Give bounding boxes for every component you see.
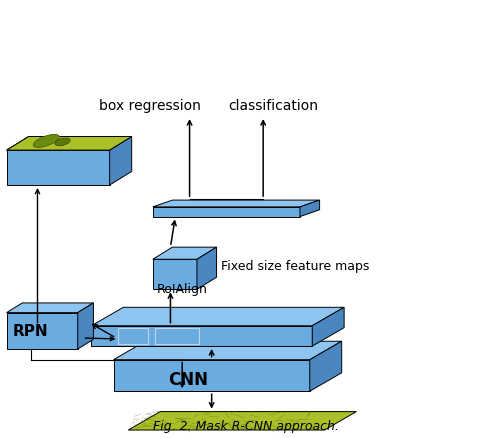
Polygon shape xyxy=(92,307,344,326)
Polygon shape xyxy=(153,259,197,290)
Polygon shape xyxy=(110,137,132,185)
Polygon shape xyxy=(114,341,341,360)
Text: classification: classification xyxy=(228,99,318,113)
Polygon shape xyxy=(6,137,132,150)
Polygon shape xyxy=(92,326,312,346)
Polygon shape xyxy=(153,207,300,216)
Text: RPN: RPN xyxy=(12,324,48,339)
Polygon shape xyxy=(6,303,93,313)
Polygon shape xyxy=(6,313,78,349)
Polygon shape xyxy=(55,138,70,146)
Text: Fig. 2. Mask R-CNN approach.: Fig. 2. Mask R-CNN approach. xyxy=(153,420,339,433)
Polygon shape xyxy=(78,303,93,349)
Polygon shape xyxy=(33,134,60,148)
Polygon shape xyxy=(197,247,216,290)
Text: Fixed size feature maps: Fixed size feature maps xyxy=(221,260,370,273)
Polygon shape xyxy=(153,200,320,207)
Polygon shape xyxy=(128,412,356,430)
Polygon shape xyxy=(153,247,216,259)
Polygon shape xyxy=(310,341,341,391)
Text: box regression: box regression xyxy=(99,99,201,113)
Polygon shape xyxy=(6,150,110,185)
Polygon shape xyxy=(6,137,132,150)
Text: CNN: CNN xyxy=(168,371,208,389)
Polygon shape xyxy=(300,200,320,216)
Polygon shape xyxy=(114,360,310,391)
Text: RoIAlign: RoIAlign xyxy=(157,283,208,296)
Polygon shape xyxy=(312,307,344,346)
